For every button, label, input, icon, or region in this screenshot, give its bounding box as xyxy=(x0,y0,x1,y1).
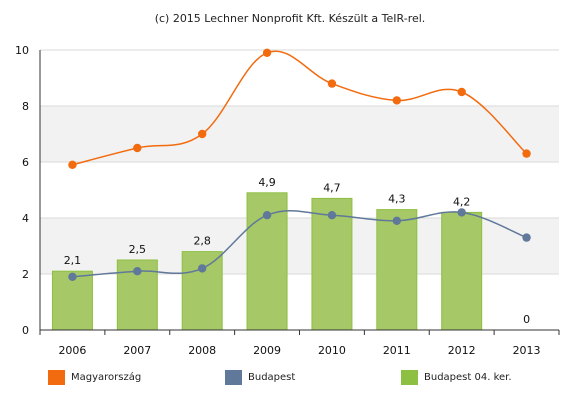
legend-swatch-magyarorszag xyxy=(48,370,65,385)
axes: 0 2 4 6 8 10 2006 2007 2008 2009 2010 2011 2012 2013 xyxy=(15,44,560,357)
line-budapest xyxy=(72,209,527,278)
bar-data-label: 2,8 xyxy=(193,235,211,248)
point-budapest xyxy=(457,208,466,217)
bar-data-label: 0 xyxy=(523,313,530,326)
point-magyarorsz-g xyxy=(197,129,207,139)
point-budapest xyxy=(133,267,142,276)
bar xyxy=(246,192,288,331)
point-magyarorsz-g xyxy=(133,143,142,153)
y-tick-label: 0 xyxy=(22,324,29,337)
bar-data-label: 4,2 xyxy=(453,195,471,208)
y-tick-label: 4 xyxy=(22,212,29,225)
chart-credit: (c) 2015 Lechner Nonprofit Kft. Készült … xyxy=(154,12,426,25)
legend-item-budapest[interactable]: Budapest xyxy=(225,370,295,385)
x-tick-label: 2013 xyxy=(513,344,541,357)
y-tick-label: 6 xyxy=(22,156,29,169)
bar-data-label: 2,5 xyxy=(129,243,147,256)
legend-item-budapest-04[interactable]: Budapest 04. ker. xyxy=(401,370,512,385)
y-tick-label: 8 xyxy=(22,100,29,113)
x-tick-label: 2008 xyxy=(188,344,216,357)
x-tick-label: 2007 xyxy=(123,344,151,357)
point-magyarorsz-g xyxy=(457,87,466,97)
plot-band xyxy=(40,106,559,162)
point-budapest xyxy=(197,264,207,273)
point-budapest xyxy=(327,211,337,220)
x-tick-label: 2006 xyxy=(58,344,86,357)
bar xyxy=(311,197,353,331)
point-magyarorsz-g xyxy=(262,48,272,57)
x-tick-label: 2012 xyxy=(448,344,476,357)
point-magyarorsz-g xyxy=(68,160,77,169)
legend-item-magyarorszag[interactable]: Magyarország xyxy=(48,370,141,385)
bar xyxy=(376,209,418,331)
line-points xyxy=(68,48,531,281)
bar-data-label: 2,1 xyxy=(64,254,82,267)
y-tick-label: 2 xyxy=(22,268,29,281)
bar-series xyxy=(51,192,483,331)
legend-swatch-budapest-04 xyxy=(401,370,418,385)
legend: Magyarország Budapest Budapest 04. ker. xyxy=(0,370,580,390)
x-tick-label: 2011 xyxy=(383,344,411,357)
point-magyarorsz-g xyxy=(522,149,531,158)
legend-swatch-budapest xyxy=(225,370,242,385)
bar xyxy=(51,270,93,331)
data-labels: 2,1 2,5 2,8 4,9 4,7 4,3 4,2 0 xyxy=(64,176,530,326)
point-magyarorsz-g xyxy=(327,79,337,88)
y-tick-label: 10 xyxy=(15,44,29,57)
point-budapest xyxy=(392,216,402,225)
bar-data-label: 4,9 xyxy=(258,176,276,189)
legend-label-budapest-04: Budapest 04. ker. xyxy=(424,372,512,383)
x-tick-label: 2010 xyxy=(318,344,346,357)
bar xyxy=(441,211,483,331)
point-budapest xyxy=(262,211,272,220)
bar xyxy=(181,251,223,331)
point-budapest xyxy=(68,272,77,281)
bar-data-label: 4,7 xyxy=(323,181,341,194)
x-tick-label: 2009 xyxy=(253,344,281,357)
point-budapest xyxy=(522,233,531,242)
legend-label-budapest: Budapest xyxy=(248,372,296,383)
bar-data-label: 4,3 xyxy=(388,193,406,206)
legend-label-magyarorszag: Magyarország xyxy=(71,372,142,383)
point-magyarorsz-g xyxy=(392,96,402,105)
